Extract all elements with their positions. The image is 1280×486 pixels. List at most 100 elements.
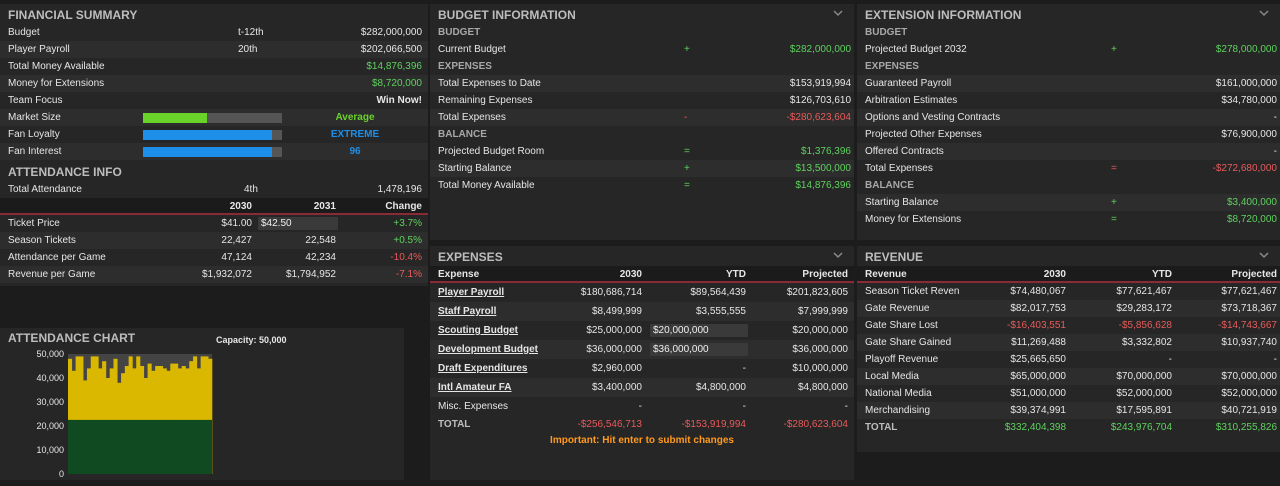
info-row-label: Starting Balance (438, 163, 512, 174)
y-tick-label: 40,000 (36, 373, 64, 383)
attendance-col-2030: 2030 (229, 201, 252, 212)
expense-row-link[interactable]: Intl Amateur FA (438, 382, 512, 393)
financial-row-label: Budget (8, 27, 40, 38)
revenue-row-label: Gate Share Lost (865, 320, 938, 331)
expenses-col-projected: Projected (802, 269, 848, 280)
chevron-down-icon[interactable] (1258, 249, 1270, 261)
info-row-operator: + (1111, 44, 1117, 55)
expense-row-link: Misc. Expenses (438, 401, 509, 412)
attendance-row-label: Season Tickets (8, 235, 76, 246)
expense-row-link[interactable]: Staff Payroll (438, 306, 497, 317)
attendance-row-label: Attendance per Game (8, 252, 106, 263)
info-row: Arbitration Estimates $34,780,000 (857, 92, 1280, 109)
budget-info-title: BUDGET INFORMATION (430, 4, 854, 24)
attendance-row: Revenue per Game $1,932,072 $1,794,952 -7.1… (0, 266, 428, 283)
revenue-col-revenue: Revenue (865, 269, 907, 280)
financial-row-value: $14,876,396 (366, 61, 422, 72)
attendance-bar (102, 361, 107, 474)
expense-row-ytd: - (742, 363, 746, 374)
info-row-value: $153,919,994 (789, 78, 851, 89)
info-row-value: -$280,623,604 (786, 112, 851, 123)
revenue-col-ytd: YTD (1152, 269, 1172, 280)
info-row-label: Projected Budget 2032 (865, 44, 967, 55)
ticket-price-input[interactable]: $42.50 (258, 217, 338, 230)
expense-row-ytd: $3,555,555 (695, 306, 746, 317)
revenue-total-2030: $332,404,398 (1004, 422, 1066, 433)
attendance-row: Ticket Price $41.00 $42.50 +3.7% (0, 215, 428, 232)
meter-fill (143, 147, 273, 157)
info-row-label: Projected Budget Room (438, 146, 545, 157)
info-row-value: $34,780,000 (1221, 95, 1277, 106)
info-row-value: - (1273, 146, 1277, 157)
attendance-chart-title: ATTENDANCE CHART (8, 331, 136, 345)
attendance-row-2030: $41.00 (221, 218, 252, 229)
revenue-title: REVENUE (857, 246, 1280, 266)
attendance-row: Attendance per Game 47,124 42,234 -10.4% (0, 249, 428, 266)
expense-row: Player Payroll $180,686,714 $89,564,439 $20… (430, 283, 854, 302)
financial-row-value: $8,720,000 (371, 78, 422, 89)
meter-value: Average (335, 112, 375, 123)
attendance-bar (113, 358, 118, 474)
revenue-row: Merchandising $39,374,991 $17,595,891 $40,7… (857, 402, 1280, 419)
expense-row-projected: $201,823,605 (786, 287, 848, 298)
expenses-header-row: Expense 2030 YTD Projected (430, 266, 854, 283)
meter-value: EXTREME (330, 129, 380, 140)
info-row-value: $282,000,000 (789, 44, 851, 55)
expense-row-2030: $36,000,000 (586, 344, 642, 355)
expense-row-link[interactable]: Scouting Budget (438, 325, 518, 336)
y-tick-label: 0 (59, 469, 64, 479)
section-label: BUDGET (865, 27, 908, 38)
chevron-down-icon[interactable] (832, 249, 844, 261)
chevron-down-icon[interactable] (832, 7, 844, 19)
financial-row-rank: t-12th (238, 27, 264, 38)
revenue-row: Gate Revenue $82,017,753 $29,283,172 $73,71… (857, 300, 1280, 317)
expense-row-link[interactable]: Development Budget (438, 344, 539, 355)
expense-row-2030: $2,960,000 (591, 363, 642, 374)
revenue-col-projected: Projected (1231, 269, 1277, 280)
meter-bar (143, 130, 282, 140)
expense-row-2030: $3,400,000 (591, 382, 642, 393)
info-row-label: Options and Vesting Contracts (865, 112, 1001, 123)
expenses-total-ytd: -$153,919,994 (681, 419, 746, 430)
revenue-row: Playoff Revenue $25,665,650 - - (857, 351, 1280, 368)
expense-row-projected: $36,000,000 (792, 344, 848, 355)
info-row: Money for Extensions = $8,720,000 (857, 211, 1280, 228)
revenue-row-label: Gate Share Gained (865, 337, 952, 348)
financial-row-rank: 20th (238, 44, 258, 55)
revenue-row-label: Merchandising (865, 405, 931, 416)
revenue-row-label: Season Ticket Reven (865, 286, 960, 297)
expense-row-projected: $7,999,999 (797, 306, 848, 317)
chevron-down-icon[interactable] (1258, 7, 1270, 19)
revenue-row-2030: $25,665,650 (1010, 354, 1066, 365)
expense-row-ytd: - (742, 401, 746, 412)
financial-summary-panel: FINANCIAL SUMMARY Budget t-12th $282,000,0… (0, 4, 428, 286)
y-tick-label: 30,000 (36, 397, 64, 407)
expense-row-link[interactable]: Player Payroll (438, 287, 505, 298)
info-row-label: Total Expenses (865, 163, 933, 174)
total-attendance-label: Total Attendance (8, 184, 82, 195)
expense-row-link[interactable]: Draft Expenditures (438, 363, 528, 374)
expense-ytd-input[interactable]: $20,000,000 (650, 324, 748, 337)
info-row-value: $8,720,000 (1226, 214, 1277, 225)
submit-note: Important: Hit enter to submit changes (550, 435, 734, 446)
attendance-bar (79, 356, 84, 474)
expense-row-projected: - (844, 401, 848, 412)
financial-row-value: Win Now! (376, 95, 422, 106)
expense-row-2030: $25,000,000 (586, 325, 642, 336)
attendance-info-title: ATTENDANCE INFO (8, 165, 122, 179)
info-row: Guaranteed Payroll $161,000,000 (857, 75, 1280, 92)
expense-row: Staff Payroll $8,499,999 $3,555,555 $7,999,… (430, 302, 854, 321)
expenses-col-expense: Expense (438, 269, 480, 280)
revenue-total-ytd: $243,976,704 (1110, 422, 1172, 433)
season-ticket-band (68, 419, 212, 474)
meter-fill (143, 113, 207, 123)
expense-ytd-input[interactable]: $36,000,000 (650, 343, 748, 356)
info-row-label: Money for Extensions (865, 214, 962, 225)
attendance-row-change: +3.7% (393, 218, 422, 229)
attendance-bar (128, 356, 133, 474)
info-row-label: Offered Contracts (865, 146, 944, 157)
info-row: Projected Other Expenses $76,900,000 (857, 126, 1280, 143)
info-row: Offered Contracts - (857, 143, 1280, 160)
expense-row-2030: - (638, 401, 642, 412)
fan-meter-row: Fan Loyalty EXTREME (0, 126, 428, 143)
